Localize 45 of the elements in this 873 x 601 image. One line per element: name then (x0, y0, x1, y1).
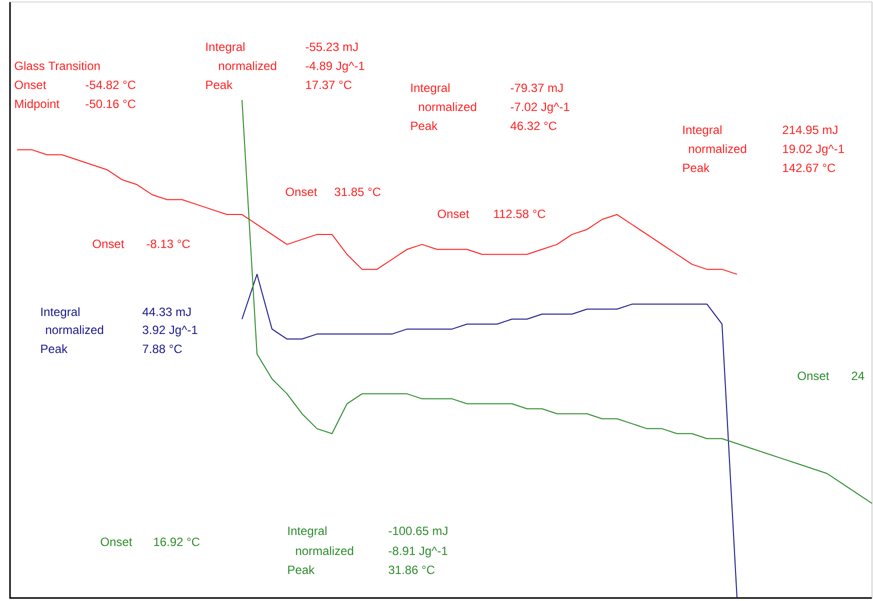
annotation: -8.91 Jg^-1 (388, 546, 448, 558)
annotation: -50.16 °C (86, 100, 136, 108)
annotation: -100.65 mJ (388, 526, 448, 536)
annotation: 142.67 °C (783, 164, 836, 172)
annotation: Onset (286, 188, 318, 196)
annotation: 7.88 °C (142, 344, 182, 354)
annotation: normalized (419, 102, 476, 112)
text: -79.37 mJ (510, 84, 563, 92)
text: -54.82 °C (86, 80, 136, 90)
annotation: 31.86 °C (388, 566, 435, 574)
text: Onset (14, 80, 46, 90)
annotation: Onset (92, 240, 124, 248)
annotation: 31.85 °C (334, 188, 381, 196)
text: 17.37 °C (306, 80, 352, 90)
annotation: -8.13 °C (146, 240, 190, 248)
annotation: Onset (438, 210, 470, 218)
annotation: normalized (46, 325, 104, 334)
annotation: Peak (683, 163, 710, 172)
annotation: 46.32 °C (510, 122, 557, 130)
annotation: -7.02 Jg^-1 (510, 102, 570, 114)
annotation: Integral (683, 125, 722, 136)
annotation: normalized (689, 144, 746, 154)
annotation: Onset (100, 538, 132, 546)
annotation: 214.95 mJ (782, 126, 838, 134)
annotation: Peak (288, 565, 315, 574)
annotation: 3.92 Jg^-1 (142, 326, 198, 336)
text: Integral (411, 83, 450, 94)
annotation: 112.58 °C (494, 210, 546, 218)
annotation: normalized (296, 546, 354, 556)
text: Peak (206, 80, 233, 90)
annotation: Onset (798, 372, 830, 380)
text: -4.89 Jg^-1 (306, 62, 364, 72)
annotation: 16.92 °C (154, 538, 200, 546)
text: Glass Transition (14, 61, 100, 70)
annotation: Peak (411, 121, 438, 130)
annotation: Midpoint (15, 99, 60, 110)
annotation: 19.02 Jg^-1 (783, 144, 844, 156)
text: Integral (206, 42, 244, 54)
annotation: Peak (41, 344, 68, 354)
text: normalized (219, 61, 276, 70)
annotation: 24 (852, 372, 864, 380)
annotation: Integral (288, 526, 326, 538)
annotation: Integral (41, 307, 80, 318)
text: -55.23 mJ (306, 42, 358, 52)
annotation: 44.33 mJ (142, 308, 191, 316)
